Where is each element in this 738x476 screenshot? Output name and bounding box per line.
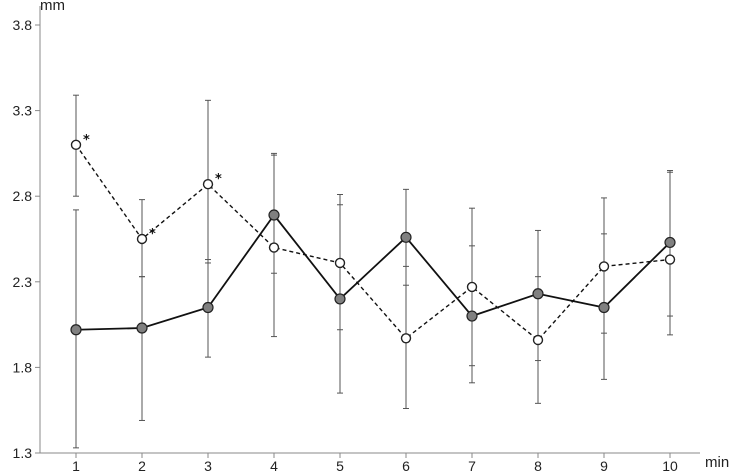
x-tick-label: 8 <box>534 458 542 474</box>
data-point-open <box>664 254 676 265</box>
x-tick-label: 5 <box>336 458 344 474</box>
data-point-open <box>202 179 214 190</box>
data-point-filled <box>466 310 478 322</box>
y-tick-label: 3.8 <box>13 17 33 33</box>
data-point-open <box>136 233 148 245</box>
y-tick-label: 2.8 <box>13 188 33 204</box>
significance-star: * <box>149 227 156 242</box>
series-lines <box>75 144 671 341</box>
data-point-open <box>532 334 544 346</box>
data-point-filled <box>598 301 610 314</box>
y-tick-label: 1.8 <box>13 359 33 375</box>
data-point-open <box>268 242 280 253</box>
series-line-dashed <box>75 144 671 341</box>
x-tick-label: 9 <box>600 458 608 474</box>
tick-labels: 1.3 1.8 2.3 2.8 3.3 3.8 1 2 3 4 5 6 7 8 9 10 <box>13 17 678 474</box>
series-line-solid <box>75 213 671 331</box>
x-tick-label: 2 <box>138 458 146 474</box>
x-tick-label: 3 <box>204 458 212 474</box>
x-tick-label: 4 <box>270 458 278 474</box>
axes <box>35 6 700 458</box>
annotations: * * * <box>83 133 222 242</box>
x-axis-unit: min <box>705 454 729 471</box>
data-point-filled <box>334 293 346 305</box>
data-point-open <box>334 257 346 269</box>
data-point-filled <box>532 288 544 300</box>
x-tick-label: 1 <box>72 458 80 474</box>
x-tick-label: 6 <box>402 458 410 474</box>
y-tick-label: 2.3 <box>13 274 33 290</box>
x-tick-label: 10 <box>662 458 678 474</box>
data-point-filled <box>400 231 412 243</box>
data-point-filled <box>70 324 82 336</box>
data-point-open <box>466 281 478 293</box>
error-bars <box>73 94 673 449</box>
significance-star: * <box>83 133 90 148</box>
data-point-open <box>400 333 412 344</box>
y-tick-label: 1.3 <box>13 445 33 461</box>
data-point-open <box>598 261 610 272</box>
significance-star: * <box>215 172 222 187</box>
y-axis-unit: mm <box>40 0 65 14</box>
data-point-filled <box>664 236 676 249</box>
data-point-filled <box>136 322 148 334</box>
y-tick-label: 3.3 <box>13 103 33 119</box>
data-point-filled <box>268 209 280 221</box>
data-point-open <box>70 139 82 151</box>
x-tick-label: 7 <box>468 458 476 474</box>
series-markers <box>70 139 676 346</box>
data-point-filled <box>202 301 214 314</box>
